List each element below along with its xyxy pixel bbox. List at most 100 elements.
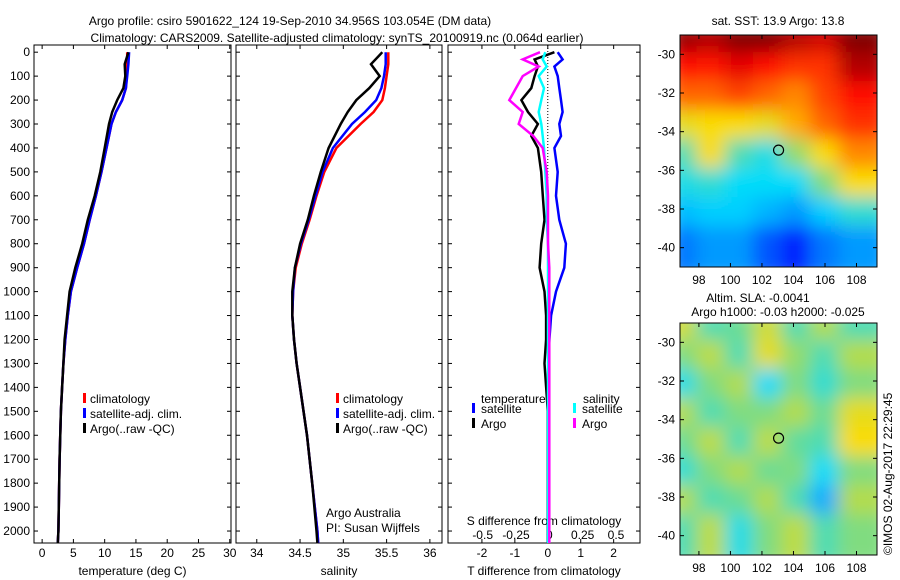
salinity-panel: 34 34.5 35 35.5 36 salinity climatologysatelli… [235, 44, 443, 578]
y-tick-label: 400 [10, 141, 30, 155]
axes-frame [235, 44, 443, 544]
lon-tick-label: 98 [692, 273, 706, 287]
lon-tick-label: 102 [752, 561, 772, 575]
y-tick-label: 1700 [3, 452, 30, 466]
s-axis-label: S difference from climatology [467, 514, 622, 528]
sla-map-panel: 98 100 102 104 106 108 -30 -32 -34 -36 -38 -40 Altim… [658, 291, 878, 575]
sst-map-panel: 98 100 102 104 106 108 -30 -32 -34 -36 -38 -40 sat. … [658, 14, 878, 287]
annotation-line: Argo Australia [326, 506, 401, 520]
legend-title-salinity: salinity [583, 392, 620, 406]
x-axis-label: T difference from climatology [467, 564, 621, 578]
series-line-argo-raw-qc- [291, 51, 384, 544]
legend-swatch [573, 418, 576, 428]
legend-swatch [83, 423, 86, 433]
lat-tick-label: -34 [658, 125, 676, 139]
s-tick-label: 0.25 [571, 528, 595, 542]
x-tick-label: 34 [250, 546, 264, 560]
y-tick-label: 1300 [3, 356, 30, 370]
lon-tick-label: 100 [720, 273, 740, 287]
lat-tick-label: -36 [658, 451, 676, 465]
x-tick-label: 5 [70, 546, 77, 560]
argo-position-marker [772, 144, 785, 156]
x-axis-label: salinity [321, 564, 358, 578]
heatmap-layer [680, 323, 877, 555]
y-tick-label: 1100 [4, 309, 30, 323]
annotation-line: PI: Susan Wijffels [326, 521, 420, 535]
lat-tick-label: -38 [658, 202, 676, 216]
lon-tick-label: 100 [720, 561, 740, 575]
legend-swatch [573, 403, 576, 413]
y-tick-label: 1200 [3, 332, 30, 346]
x-tick-label: -2 [477, 546, 488, 560]
y-tick-label: 2000 [3, 524, 30, 538]
y-tick-label: 100 [10, 69, 30, 83]
legend-label: Argo(..raw -QC) [90, 422, 175, 436]
heatmap-cell [838, 226, 877, 267]
legend-label: satellite-adj. clim. [90, 407, 182, 421]
x-tick-label: 36 [423, 546, 437, 560]
x-tick-label: -1 [510, 546, 521, 560]
s-tick-label: -0.25 [502, 528, 530, 542]
legend-label: satellite [582, 402, 623, 416]
legend-label: satellite-adj. clim. [343, 407, 435, 421]
lon-tick-label: 108 [846, 561, 866, 575]
lat-tick-label: -32 [658, 374, 676, 388]
lat-tick-label: -34 [658, 413, 676, 427]
y-tick-label: 900 [10, 261, 30, 275]
argo-position-marker [772, 432, 785, 444]
lat-tick-label: -38 [658, 490, 676, 504]
y-tick-label: 0 [23, 45, 30, 59]
x-tick-label: 35.5 [375, 546, 399, 560]
legend-swatch [336, 408, 339, 418]
lat-tick-label: -30 [658, 47, 676, 61]
x-tick-label: 35 [337, 546, 351, 560]
figure-title-line2: Climatology: CARS2009. Satellite-adjuste… [91, 31, 584, 45]
map-title: sat. SST: 13.9 Argo: 13.8 [712, 14, 845, 28]
legend-label: Argo(..raw -QC) [343, 422, 428, 436]
y-tick-label: 500 [10, 165, 30, 179]
x-tick-label: 30 [223, 546, 237, 560]
axes-frame [33, 44, 232, 544]
lon-tick-label: 106 [815, 273, 835, 287]
y-tick-label: 1600 [3, 428, 30, 442]
legend-title-temperature: temperature [481, 392, 546, 406]
legend-label: climatology [90, 392, 150, 406]
y-tick-label: 300 [10, 117, 30, 131]
lon-tick-label: 98 [692, 561, 706, 575]
x-tick-label: 2 [610, 546, 617, 560]
map-frame [679, 322, 878, 556]
lat-tick-label: -36 [658, 163, 676, 177]
lat-tick-label: -40 [658, 529, 676, 543]
legend-swatch [336, 393, 339, 403]
y-tick-label: 1800 [3, 476, 30, 490]
lon-tick-label: 102 [752, 273, 772, 287]
x-tick-label: 0 [39, 546, 46, 560]
x-tick-label: 34.5 [288, 546, 312, 560]
heatmap-layer [680, 35, 877, 267]
lon-tick-label: 104 [783, 561, 803, 575]
series-line-argo-raw-qc- [56, 51, 130, 544]
legend-swatch [472, 418, 475, 428]
lon-tick-label: 108 [846, 273, 866, 287]
y-tick-label: 1000 [3, 285, 30, 299]
x-axis-label: temperature (deg C) [78, 564, 186, 578]
lon-tick-label: 104 [783, 273, 803, 287]
series-line-s-satellite [537, 51, 550, 543]
legend-swatch [336, 423, 339, 433]
legend-swatch [83, 408, 86, 418]
y-tick-label: 1900 [3, 500, 30, 514]
y-tick-label: 1500 [3, 404, 30, 418]
temperature-panel: 0100200300400500600700800900100011001200… [3, 44, 237, 578]
x-tick-label: 1 [577, 546, 584, 560]
heatmap-cells [680, 323, 877, 555]
x-tick-label: 15 [129, 546, 143, 560]
difference-panel: -2 -1 0 1 2 T difference from climatology -0.5… [447, 44, 641, 578]
heatmap-cell [838, 514, 877, 555]
x-tick-label: 10 [98, 546, 112, 560]
lon-tick-label: 106 [815, 561, 835, 575]
map-frame [679, 34, 878, 268]
figure-title-line1: Argo profile: csiro 5901622_124 19-Sep-2… [89, 14, 491, 28]
heatmap-cells [680, 35, 877, 267]
lat-tick-label: -32 [658, 86, 676, 100]
series-line-s-argo [507, 51, 551, 543]
